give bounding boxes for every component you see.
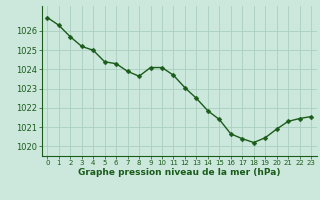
- X-axis label: Graphe pression niveau de la mer (hPa): Graphe pression niveau de la mer (hPa): [78, 168, 280, 177]
